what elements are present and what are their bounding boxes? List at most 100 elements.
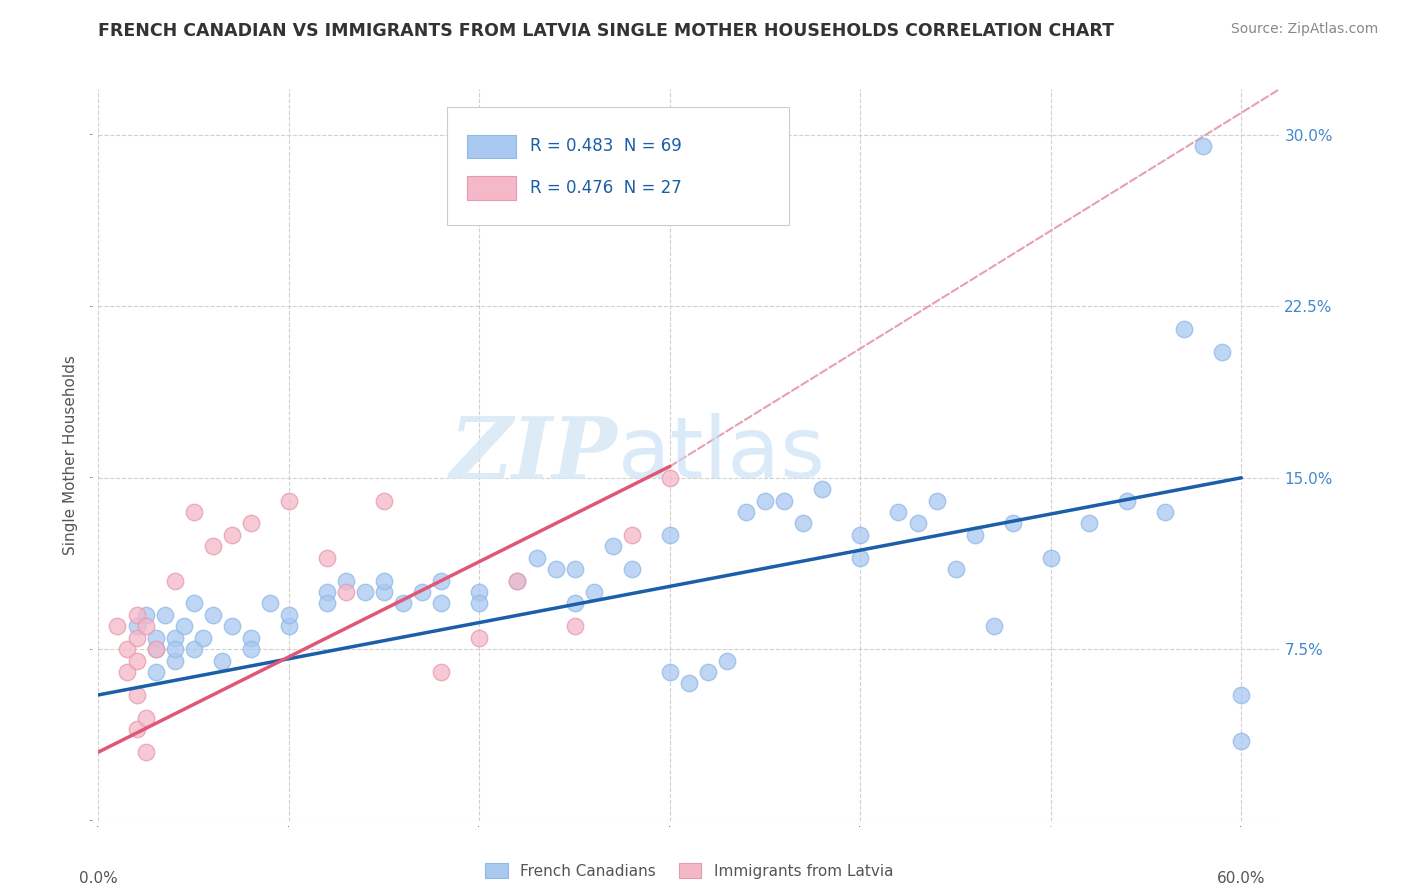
- Point: [125, 631, 148, 645]
- Point: [163, 574, 186, 588]
- Point: [163, 642, 186, 657]
- Point: [115, 642, 138, 657]
- Point: [678, 676, 700, 690]
- Point: [792, 516, 814, 531]
- Point: [153, 607, 176, 622]
- Point: [430, 597, 453, 611]
- Point: [373, 574, 395, 588]
- Point: [564, 619, 586, 633]
- Point: [506, 574, 529, 588]
- Point: [735, 505, 758, 519]
- Point: [354, 585, 377, 599]
- Point: [107, 619, 129, 633]
- Point: [564, 597, 586, 611]
- Point: [145, 642, 167, 657]
- Point: [506, 574, 529, 588]
- Point: [316, 597, 339, 611]
- Point: [193, 631, 215, 645]
- Point: [468, 585, 491, 599]
- Point: [430, 665, 453, 679]
- Y-axis label: Single Mother Households: Single Mother Households: [63, 355, 79, 555]
- Point: [316, 585, 339, 599]
- Point: [259, 597, 281, 611]
- Point: [163, 654, 186, 668]
- Point: [183, 642, 205, 657]
- Text: Source: ZipAtlas.com: Source: ZipAtlas.com: [1230, 22, 1378, 37]
- Point: [983, 619, 1005, 633]
- Point: [1173, 322, 1195, 336]
- Point: [773, 493, 796, 508]
- Point: [277, 493, 299, 508]
- Point: [183, 505, 205, 519]
- Point: [1078, 516, 1101, 531]
- Point: [316, 550, 339, 565]
- Point: [125, 688, 148, 702]
- FancyBboxPatch shape: [447, 108, 789, 225]
- Point: [239, 516, 262, 531]
- Point: [716, 654, 738, 668]
- Legend: French Canadians, Immigrants from Latvia: French Canadians, Immigrants from Latvia: [477, 855, 901, 886]
- Point: [135, 711, 157, 725]
- Point: [1192, 139, 1215, 153]
- Point: [135, 619, 157, 633]
- Point: [564, 562, 586, 576]
- Point: [945, 562, 967, 576]
- Point: [239, 631, 262, 645]
- Text: ZIP: ZIP: [450, 413, 619, 497]
- Point: [849, 550, 872, 565]
- Point: [221, 528, 243, 542]
- Point: [1230, 688, 1253, 702]
- Point: [658, 665, 681, 679]
- Point: [221, 619, 243, 633]
- Point: [211, 654, 233, 668]
- Point: [392, 597, 415, 611]
- Bar: [467, 177, 516, 200]
- Point: [620, 562, 643, 576]
- Point: [163, 631, 186, 645]
- Point: [963, 528, 986, 542]
- Point: [1211, 345, 1233, 359]
- Point: [658, 528, 681, 542]
- Point: [125, 619, 148, 633]
- Point: [887, 505, 910, 519]
- Point: [125, 607, 148, 622]
- Point: [468, 631, 491, 645]
- Point: [1154, 505, 1177, 519]
- Point: [277, 607, 299, 622]
- Point: [373, 493, 395, 508]
- Point: [811, 482, 834, 496]
- Point: [335, 574, 357, 588]
- Point: [201, 539, 224, 553]
- Point: [145, 642, 167, 657]
- Point: [145, 631, 167, 645]
- Point: [135, 745, 157, 759]
- Point: [277, 619, 299, 633]
- Point: [582, 585, 605, 599]
- Point: [373, 585, 395, 599]
- Point: [239, 642, 262, 657]
- Point: [849, 528, 872, 542]
- Point: [754, 493, 776, 508]
- Point: [115, 665, 138, 679]
- Point: [526, 550, 548, 565]
- Point: [125, 654, 148, 668]
- Point: [1039, 550, 1062, 565]
- Point: [201, 607, 224, 622]
- Point: [1116, 493, 1139, 508]
- Point: [1230, 733, 1253, 747]
- Text: R = 0.476  N = 27: R = 0.476 N = 27: [530, 179, 682, 197]
- Point: [335, 585, 357, 599]
- Point: [411, 585, 433, 599]
- Point: [658, 471, 681, 485]
- Text: 0.0%: 0.0%: [79, 871, 118, 886]
- Point: [1001, 516, 1024, 531]
- Point: [620, 528, 643, 542]
- Text: FRENCH CANADIAN VS IMMIGRANTS FROM LATVIA SINGLE MOTHER HOUSEHOLDS CORRELATION C: FRENCH CANADIAN VS IMMIGRANTS FROM LATVI…: [98, 22, 1115, 40]
- Point: [173, 619, 195, 633]
- Bar: [467, 135, 516, 158]
- Point: [907, 516, 929, 531]
- Point: [125, 723, 148, 737]
- Point: [145, 665, 167, 679]
- Point: [183, 597, 205, 611]
- Point: [135, 607, 157, 622]
